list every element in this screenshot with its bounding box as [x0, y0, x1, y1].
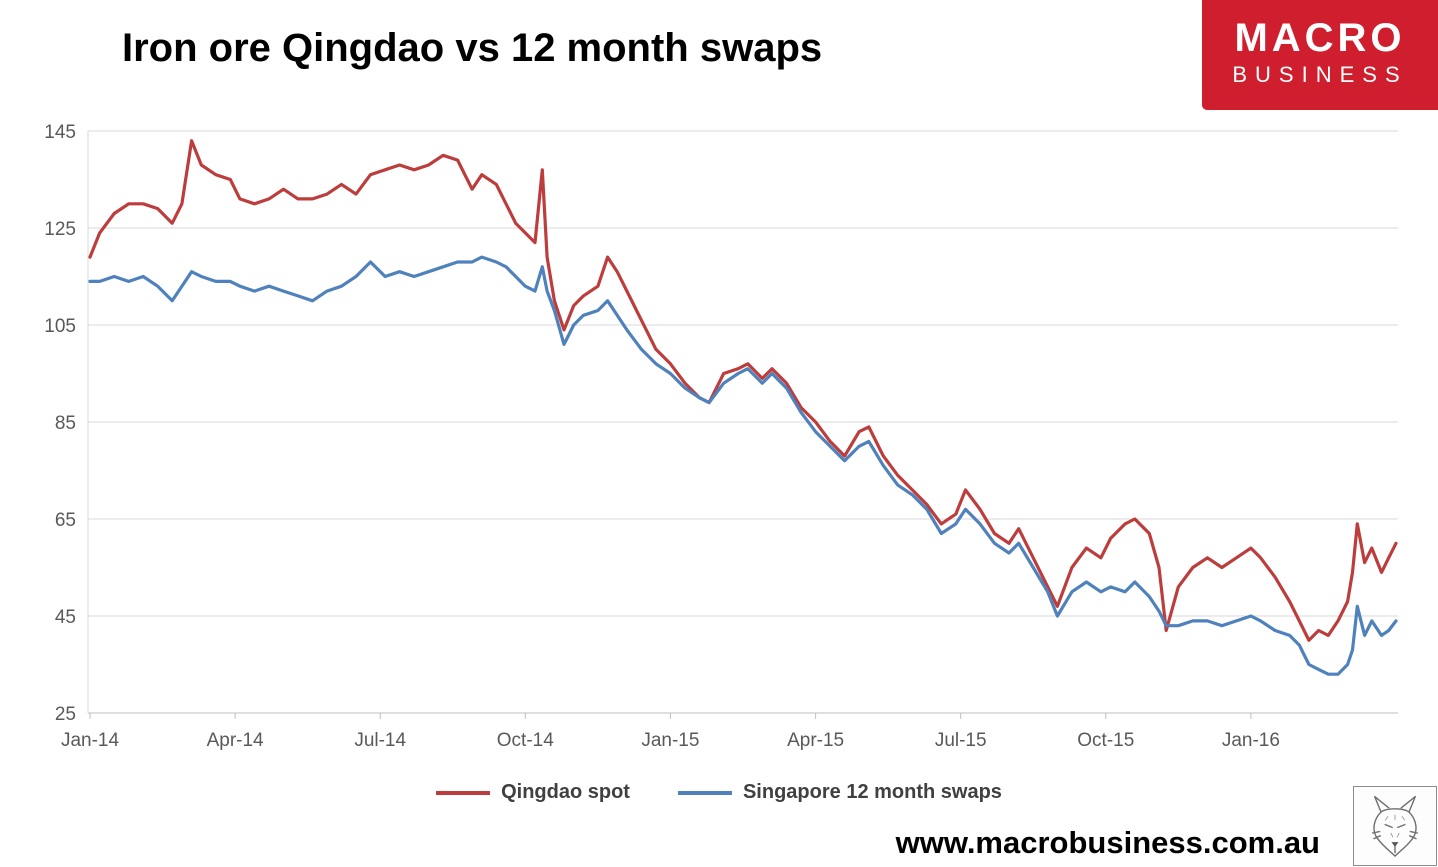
svg-text:Jan-15: Jan-15: [641, 730, 699, 751]
svg-text:Apr-15: Apr-15: [787, 730, 844, 751]
wolf-logo: [1353, 786, 1437, 866]
svg-text:Jan-14: Jan-14: [61, 730, 120, 751]
svg-text:45: 45: [55, 607, 76, 628]
svg-text:Apr-14: Apr-14: [207, 730, 264, 751]
svg-text:Oct-15: Oct-15: [1077, 730, 1134, 751]
svg-text:Jul-15: Jul-15: [935, 730, 987, 751]
legend-label: Qingdao spot: [501, 781, 630, 803]
legend-label: Singapore 12 month swaps: [742, 781, 1002, 803]
legend-item-swaps: Singapore 12 month swaps: [677, 781, 1002, 804]
website-url: www.macrobusiness.com.au: [895, 825, 1320, 860]
svg-text:85: 85: [55, 413, 76, 434]
wolf-icon: [1371, 795, 1419, 857]
svg-text:Oct-14: Oct-14: [497, 730, 554, 751]
logo-text-business: BUSINESS: [1232, 62, 1408, 87]
logo-text-macro: MACRO: [1234, 16, 1406, 60]
svg-text:65: 65: [55, 510, 76, 531]
svg-text:Jan-16: Jan-16: [1222, 730, 1280, 751]
chart-title: Iron ore Qingdao vs 12 month swaps: [122, 26, 823, 70]
legend-line-blue-icon: [677, 790, 732, 795]
macrobusiness-logo: MACRO BUSINESS: [1202, 0, 1438, 110]
svg-text:Jul-14: Jul-14: [354, 730, 406, 751]
legend-item-qingdao: Qingdao spot: [436, 781, 630, 804]
legend-line-red-icon: [436, 790, 491, 795]
svg-text:25: 25: [55, 704, 76, 725]
svg-text:105: 105: [44, 316, 76, 337]
svg-text:145: 145: [44, 122, 76, 143]
chart-legend: Qingdao spot Singapore 12 month swaps: [0, 781, 1438, 804]
svg-text:125: 125: [44, 219, 76, 240]
